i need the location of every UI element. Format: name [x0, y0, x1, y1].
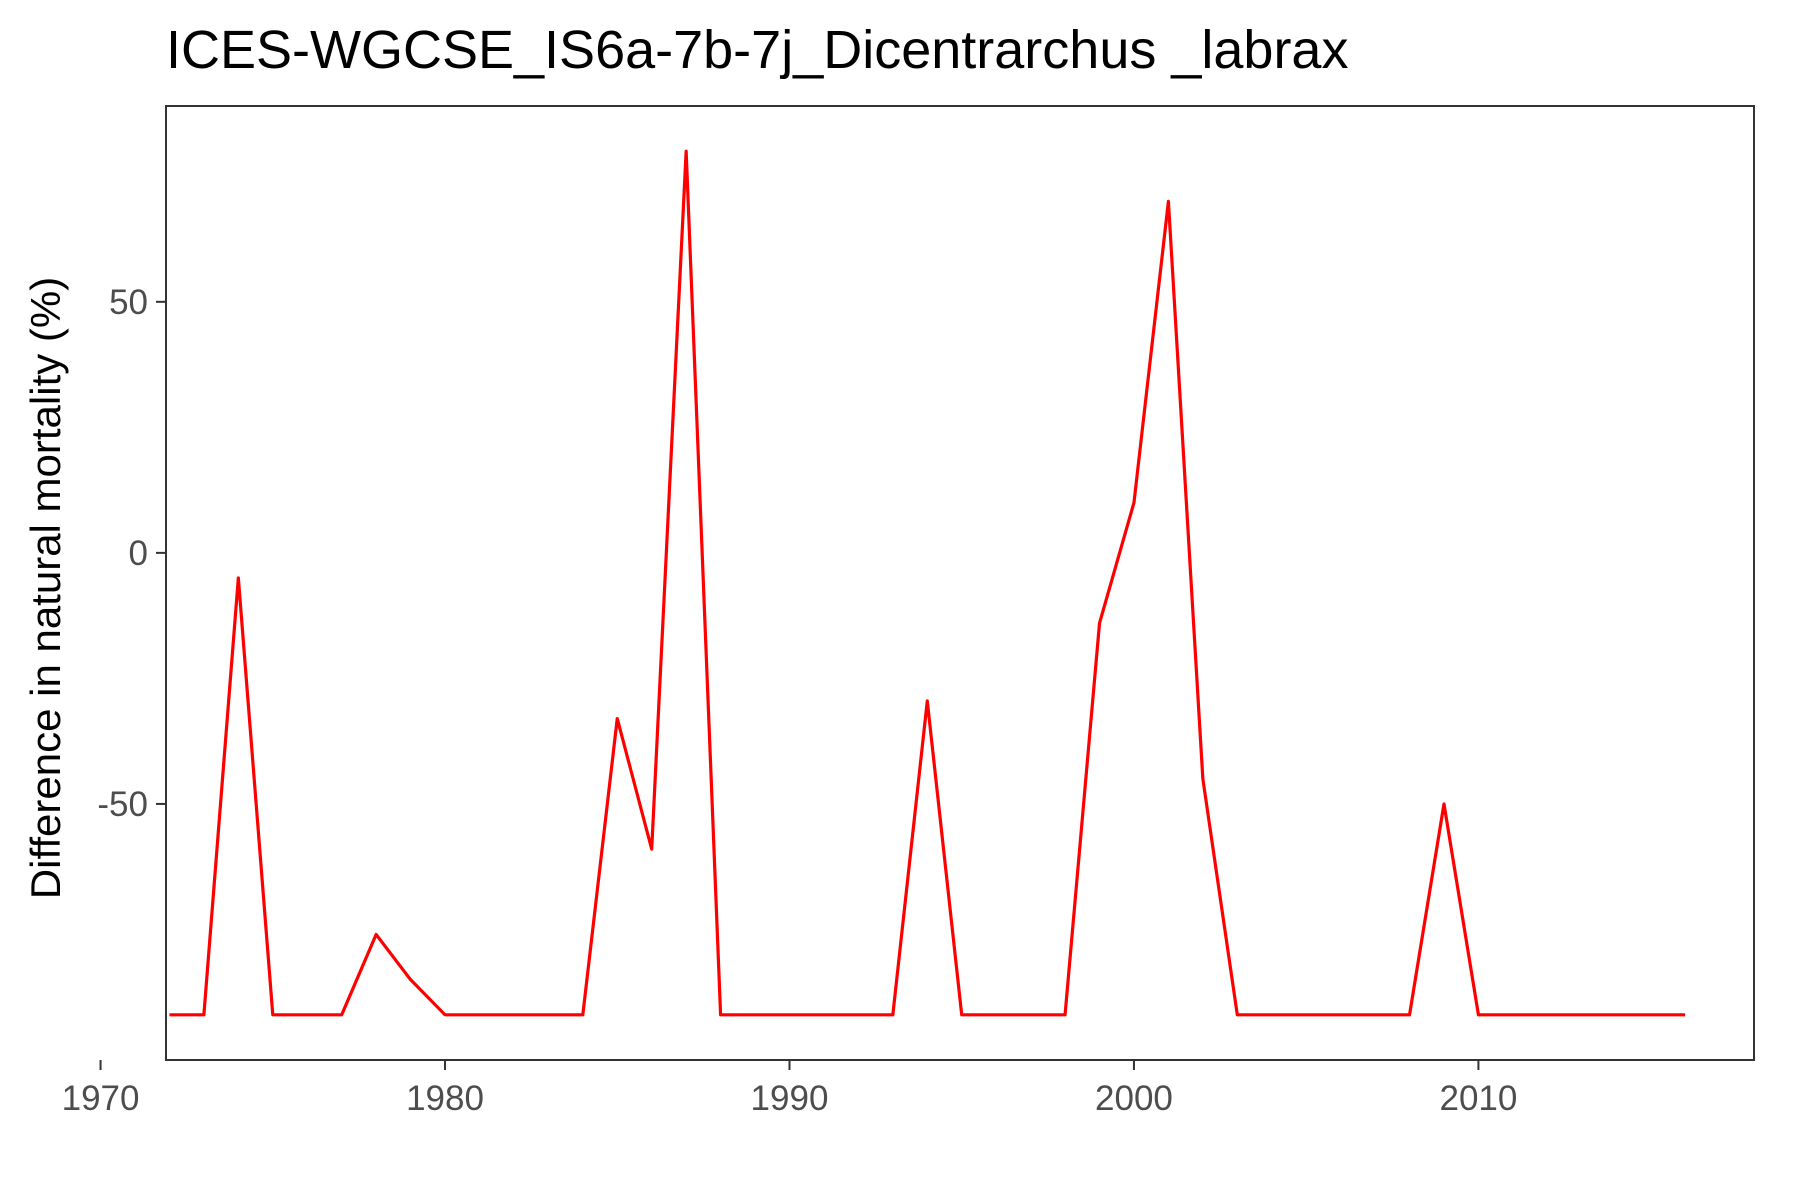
- y-tick-label: -50: [97, 785, 148, 824]
- plot-panel: [165, 105, 1755, 1061]
- y-axis: -50 0 50: [97, 283, 166, 824]
- series-layer: [169, 149, 1686, 1017]
- x-tick-label: 1970: [62, 1079, 140, 1118]
- y-tick-label: 50: [109, 283, 148, 322]
- series-line-0: [169, 149, 1686, 1017]
- chart-title: ICES-WGCSE_IS6a-7b-7j_Dicentrarchus _lab…: [166, 20, 1348, 80]
- x-tick-label: 1980: [406, 1079, 484, 1118]
- x-tick-label: 1990: [751, 1079, 829, 1118]
- x-tick-label: 2000: [1095, 1079, 1173, 1118]
- y-tick-label: 0: [129, 534, 148, 573]
- x-tick-label: 2010: [1439, 1079, 1517, 1118]
- x-axis: 1970 1980 1990 2000 2010: [62, 1060, 1517, 1118]
- y-axis-title: Difference in natural mortality (%): [22, 277, 69, 899]
